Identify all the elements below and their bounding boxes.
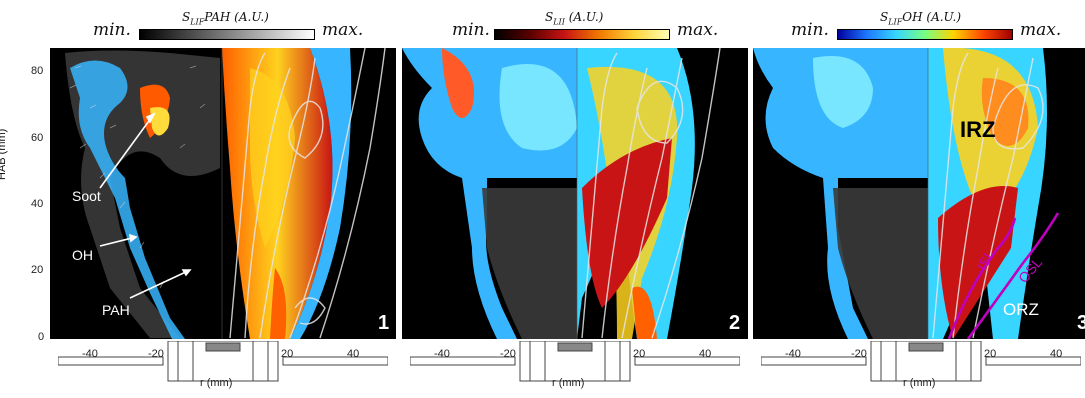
colorbar-pah-gradient — [139, 29, 315, 40]
burner-schematic-3 — [760, 340, 1082, 388]
x-tick: 20 — [984, 348, 997, 360]
y-tick: 80 — [31, 65, 44, 77]
panel-number: 1 — [378, 312, 390, 334]
panel-oh-field — [753, 48, 1085, 339]
x-tick: -20 — [148, 348, 164, 360]
x-tick: 40 — [699, 348, 712, 360]
panel-oh: IRZ ISL OSL ORZ 3 — [753, 48, 1085, 339]
x-tick: -40 — [785, 348, 801, 360]
label-oh: OH — [72, 247, 93, 263]
x-tick: -40 — [82, 348, 98, 360]
x-axis-label: r (mm) — [552, 377, 585, 389]
x-tick: 20 — [633, 348, 646, 360]
label-irz: IRZ — [960, 117, 996, 142]
label-soot: Soot — [72, 188, 101, 204]
x-tick: -40 — [434, 348, 450, 360]
colorbar-lii-max: max. — [677, 20, 719, 40]
panel-pah: 1 Soot OH PAH — [50, 48, 396, 339]
panel-number: 3 — [1077, 312, 1085, 334]
x-axis-label: r (mm) — [903, 377, 936, 389]
colorbar-oh-min: min. — [791, 20, 829, 40]
panel-lii: 2 — [402, 48, 748, 339]
burner-schematic-1 — [57, 340, 389, 388]
panel-lii-field — [402, 48, 748, 339]
colorbar-oh-gradient — [837, 29, 1013, 40]
colorbar-lii-title: SLII (A.U.) — [545, 10, 604, 27]
colorbar-oh-max: max. — [1020, 20, 1062, 40]
x-tick: 40 — [347, 348, 360, 360]
panel-number: 2 — [729, 312, 741, 334]
colorbar-pah-title: SLIFPAH (A.U.) — [182, 10, 269, 27]
colorbar-pah-max: max. — [322, 20, 364, 40]
colorbar-lii-min: min. — [452, 20, 490, 40]
colorbar-oh-title: SLIFOH (A.U.) — [880, 10, 962, 27]
panel-pah-arrows — [99, 112, 192, 299]
x-tick: 20 — [281, 348, 294, 360]
label-orz: ORZ — [1003, 300, 1039, 319]
burner-schematic-2 — [409, 340, 741, 388]
colorbar-pah-min: min. — [93, 20, 131, 40]
y-tick: 40 — [31, 198, 44, 210]
label-pah: PAH — [102, 302, 130, 318]
x-tick: 40 — [1050, 348, 1063, 360]
colorbar-lii-gradient — [494, 29, 670, 40]
panel-pah-field — [50, 48, 396, 339]
y-axis-label: HAB (mm) — [0, 128, 8, 180]
y-tick: 60 — [31, 132, 44, 144]
y-tick: 20 — [31, 264, 44, 276]
x-tick: -20 — [851, 348, 867, 360]
y-tick: 0 — [38, 331, 45, 343]
x-axis-label: r (mm) — [200, 377, 233, 389]
x-tick: -20 — [500, 348, 516, 360]
